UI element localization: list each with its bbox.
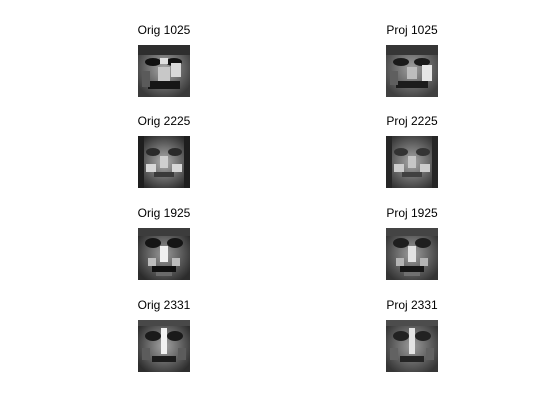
orig-title-2: Orig 2225 (137, 114, 191, 128)
orig-title-4: Orig 2331 (137, 298, 191, 312)
proj-title-3: Proj 1925 (386, 206, 438, 220)
proj-face-panel-3: Proj 1925 (352, 206, 472, 286)
proj-title-4: Proj 2331 (386, 298, 438, 312)
proj-face-panel-4: Proj 2331 (352, 298, 472, 378)
proj-face-image-4 (386, 320, 438, 372)
orig-title-1: Orig 1025 (137, 23, 191, 37)
proj-face-image-3 (386, 228, 438, 280)
orig-face-image-1 (138, 45, 190, 97)
proj-face-image-2 (386, 136, 438, 188)
orig-face-image-3 (138, 228, 190, 280)
orig-face-panel-3: Orig 1925 (104, 206, 224, 286)
proj-title-1: Proj 1025 (386, 23, 438, 37)
orig-face-panel-1: Orig 1025 (104, 23, 224, 103)
proj-title-2: Proj 2225 (386, 114, 438, 128)
proj-face-image-1 (386, 45, 438, 97)
orig-face-panel-2: Orig 2225 (104, 114, 224, 194)
orig-title-3: Orig 1925 (137, 206, 191, 220)
orig-face-panel-4: Orig 2331 (104, 298, 224, 378)
proj-face-panel-1: Proj 1025 (352, 23, 472, 103)
orig-face-image-2 (138, 136, 190, 188)
proj-face-panel-2: Proj 2225 (352, 114, 472, 194)
orig-face-image-4 (138, 320, 190, 372)
